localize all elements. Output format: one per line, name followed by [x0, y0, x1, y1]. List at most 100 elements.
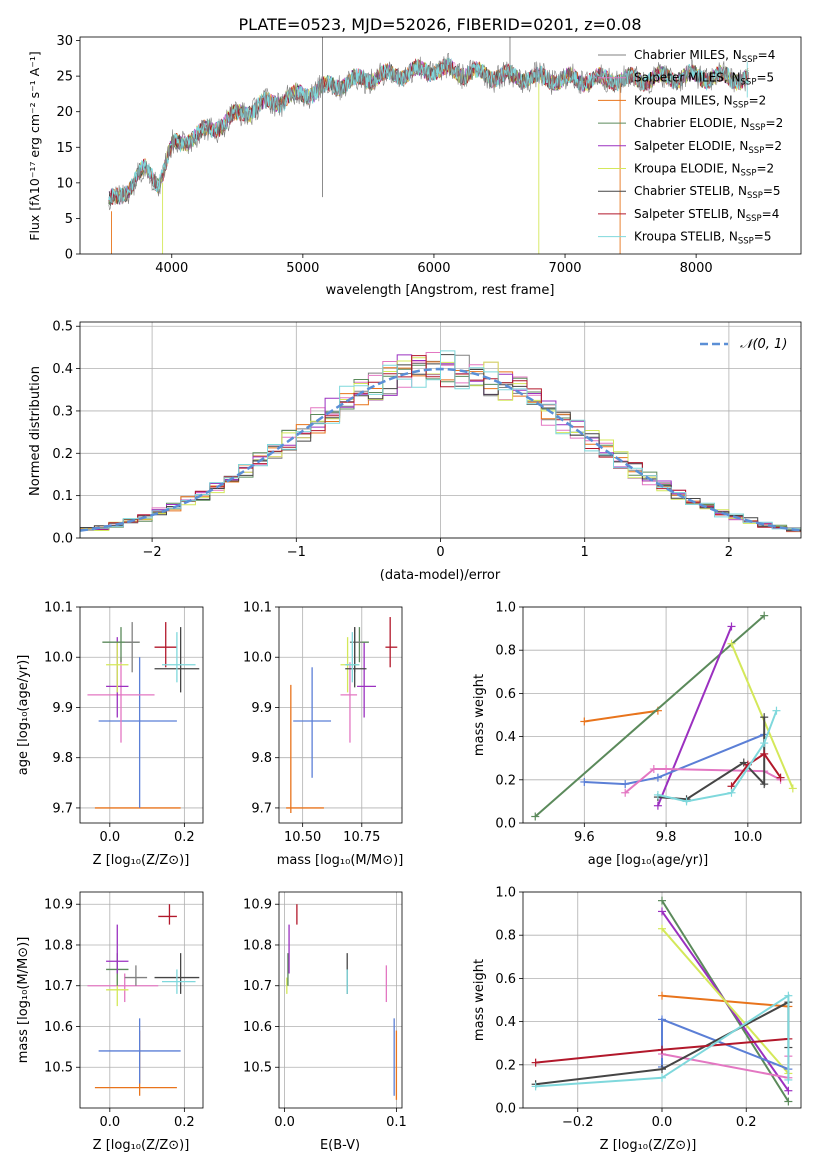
residuals-ytick-label: 0.2 [52, 447, 73, 462]
weight_vs_Z-axes: −0.2 0.0 0.2 0.0 0.2 0.4 0.6 0.8 1.0 [495, 886, 801, 1130]
residuals-hists [80, 350, 801, 538]
residuals-frame [79, 321, 802, 539]
weight_vs_Z-frame [522, 891, 802, 1109]
normal-legend-label: 𝒩(0, 1) [740, 337, 787, 352]
mass_vs_EBV-frame [278, 891, 403, 1109]
age-vs-z-panel: Z [log₁₀(Z/Z⊙)] age [log₁₀(age/yr)] [16, 655, 189, 868]
residuals-xtick-label: −2 [143, 545, 162, 560]
mass_vs_Z-ytick-label: 10.7 [44, 979, 73, 994]
age_vs_Z-points [87, 622, 200, 809]
figure-title: PLATE=0523, MJD=52026, FIBERID=0201, z=0… [238, 15, 641, 34]
age-vs-z-ylabel: age [log₁₀(age/yr)] [16, 655, 31, 776]
mass_vs_EBV-ytick-label: 10.6 [243, 1020, 272, 1035]
weight-vs-age-panel: age [log₁₀(age/yr)] mass weight [472, 674, 708, 868]
mass_vs_EBV-xtick-label: 0.1 [386, 1115, 407, 1130]
mass_vs_EBV-xtick-label: 0.0 [274, 1115, 295, 1130]
age_vs_Z-ytick-label: 9.8 [52, 751, 73, 766]
mass_vs_EBV-points [286, 904, 398, 1100]
age_vs_mass-frame [278, 606, 403, 824]
residuals-xtick-label: 2 [725, 545, 733, 560]
age_vs_Z-ytick-label: 10.0 [44, 651, 73, 666]
weight_vs_Z-ytick-label: 0.4 [495, 1015, 516, 1030]
weight_vs_age-ytick-label: 0.0 [495, 817, 516, 832]
mass_vs_Z-frame [79, 891, 204, 1109]
residuals-xtick-label: 0 [436, 545, 444, 560]
age_vs_mass-ytick-label: 10.1 [243, 601, 272, 616]
spectrum-legend-label: Chabrier ELODIE, NSSP=2 [634, 116, 783, 133]
spectrum-legend-label: Kroupa ELODIE, NSSP=2 [634, 162, 774, 179]
age_vs_mass-axes: 10.50 10.75 9.7 9.8 9.9 10.0 10.1 [243, 601, 402, 845]
mass_vs_Z-ytick-label: 10.9 [44, 898, 73, 913]
spectrum-lines [108, 37, 749, 254]
residuals-panel: (data-model)/error Normed distribution [28, 366, 501, 583]
weight_vs_Z-series-line [661, 928, 790, 1075]
residuals-ytick-label: 0.0 [52, 532, 73, 547]
age_vs_mass-ytick-label: 9.7 [251, 801, 272, 816]
spectrum-ytick-label: 0 [65, 248, 73, 263]
mass_vs_Z-xtick-label: 0.2 [174, 1115, 195, 1130]
age_vs_mass-ytick-label: 9.9 [251, 701, 272, 716]
spectrum-line [108, 52, 749, 211]
weight_vs_Z-xtick-label: −0.2 [562, 1115, 594, 1130]
age_vs_Z-xtick-label: 0.0 [99, 830, 120, 845]
spectrum-ytick-label: 30 [56, 34, 73, 49]
weight-vs-age-ylabel: mass weight [472, 674, 487, 756]
age-vs-mass-panel: mass [log₁₀(M/M⊙)] [277, 853, 404, 868]
mass-vs-z-panel: Z [log₁₀(Z/Z⊙)] mass [log₁₀(M/M⊙)] [16, 937, 189, 1153]
mass_vs_Z-ytick-label: 10.5 [44, 1061, 73, 1076]
normal-curve [80, 367, 801, 532]
spectrum-ytick-label: 15 [56, 141, 73, 156]
weight_vs_age-xtick-label: 9.8 [656, 830, 677, 845]
weight_vs_age-xtick-label: 9.6 [574, 830, 595, 845]
residuals-ytick-label: 0.1 [52, 489, 73, 504]
residuals-xlabel: (data-model)/error [380, 568, 501, 583]
spectrum-axes: 4000 5000 6000 7000 8000 0 5 10 15 20 25 30 [56, 34, 712, 276]
age_vs_Z-ytick-label: 9.7 [52, 801, 73, 816]
weight_vs_age-series-line [534, 614, 765, 818]
weight_vs_age-lines [531, 611, 797, 821]
weight_vs_age-series-line [656, 626, 733, 807]
spectrum-frame [79, 36, 802, 255]
age_vs_Z-ytick-label: 9.9 [52, 701, 73, 716]
spectrum-ytick-label: 25 [56, 70, 73, 85]
weight_vs_Z-ytick-label: 0.8 [495, 929, 516, 944]
age_vs_Z-ytick-label: 10.1 [44, 601, 73, 616]
spectrum-legend-label: Kroupa MILES, NSSP=2 [634, 93, 766, 110]
plot-area: 4000 5000 6000 7000 8000051015202530Chabrier… [44, 34, 802, 1130]
weight-vs-z-panel: Z [log₁₀(Z/Z⊙)] mass weight [472, 959, 696, 1153]
weight_vs_Z-ytick-label: 0.2 [495, 1058, 516, 1073]
weight_vs_age-series-line [657, 710, 778, 803]
weight-vs-z-ylabel: mass weight [472, 959, 487, 1041]
age_vs_Z-xtick-label: 0.2 [174, 830, 195, 845]
weight_vs_age-ytick-label: 0.8 [495, 644, 516, 659]
spectrum-legend-label: Salpeter ELODIE, NSSP=2 [634, 139, 782, 156]
weight-vs-age-xlabel: age [log₁₀(age/yr)] [588, 853, 709, 868]
spectrum-xlabel: wavelength [Angstrom, rest frame] [326, 283, 555, 298]
age_vs_mass-xtick-label: 10.50 [284, 830, 321, 845]
mass_vs_Z-ytick-label: 10.8 [44, 938, 73, 953]
spectrum-xtick-label: 5000 [286, 261, 319, 276]
spectrum-legend-label: Chabrier STELIB, NSSP=5 [634, 184, 781, 201]
weight_vs_Z-lines [531, 896, 793, 1106]
weight_vs_age-ytick-label: 0.2 [495, 773, 516, 788]
weight_vs_age-xtick-label: 10.0 [733, 830, 762, 845]
mass_vs_Z-axes: 0.0 0.2 10.5 10.6 10.7 10.8 10.9 [44, 892, 203, 1130]
age_vs_mass-ytick-label: 9.8 [251, 751, 272, 766]
mass_vs_EBV-ytick-label: 10.5 [243, 1061, 272, 1076]
residuals-ytick-label: 0.4 [52, 362, 73, 377]
age-vs-z-xlabel: Z [log₁₀(Z/Z⊙)] [93, 853, 190, 868]
spectrum-xtick-label: 4000 [155, 261, 188, 276]
spectrum-ylabel: Flux [fλ10⁻¹⁷ erg cm⁻² s⁻¹ A⁻¹] [27, 51, 42, 240]
weight_vs_age-series-line [730, 752, 782, 787]
spectrum-legend-label: Salpeter STELIB, NSSP=4 [634, 207, 779, 224]
mass_vs_EBV-ytick-label: 10.9 [243, 898, 272, 913]
weight_vs_age-ytick-label: 1.0 [495, 601, 516, 616]
mass_vs_Z-points [87, 904, 200, 1096]
age-vs-mass-xlabel: mass [log₁₀(M/M⊙)] [277, 853, 404, 868]
weight_vs_age-ytick-label: 0.6 [495, 687, 516, 702]
weight-vs-z-xlabel: Z [log₁₀(Z/Z⊙)] [600, 1138, 697, 1153]
mass-vs-z-ylabel: mass [log₁₀(M/M⊙)] [16, 937, 31, 1064]
mass-vs-ebv-xlabel: E(B-V) [320, 1138, 360, 1153]
mass-vs-ebv-panel: E(B-V) [320, 1138, 360, 1153]
residuals-xtick-label: −1 [287, 545, 306, 560]
